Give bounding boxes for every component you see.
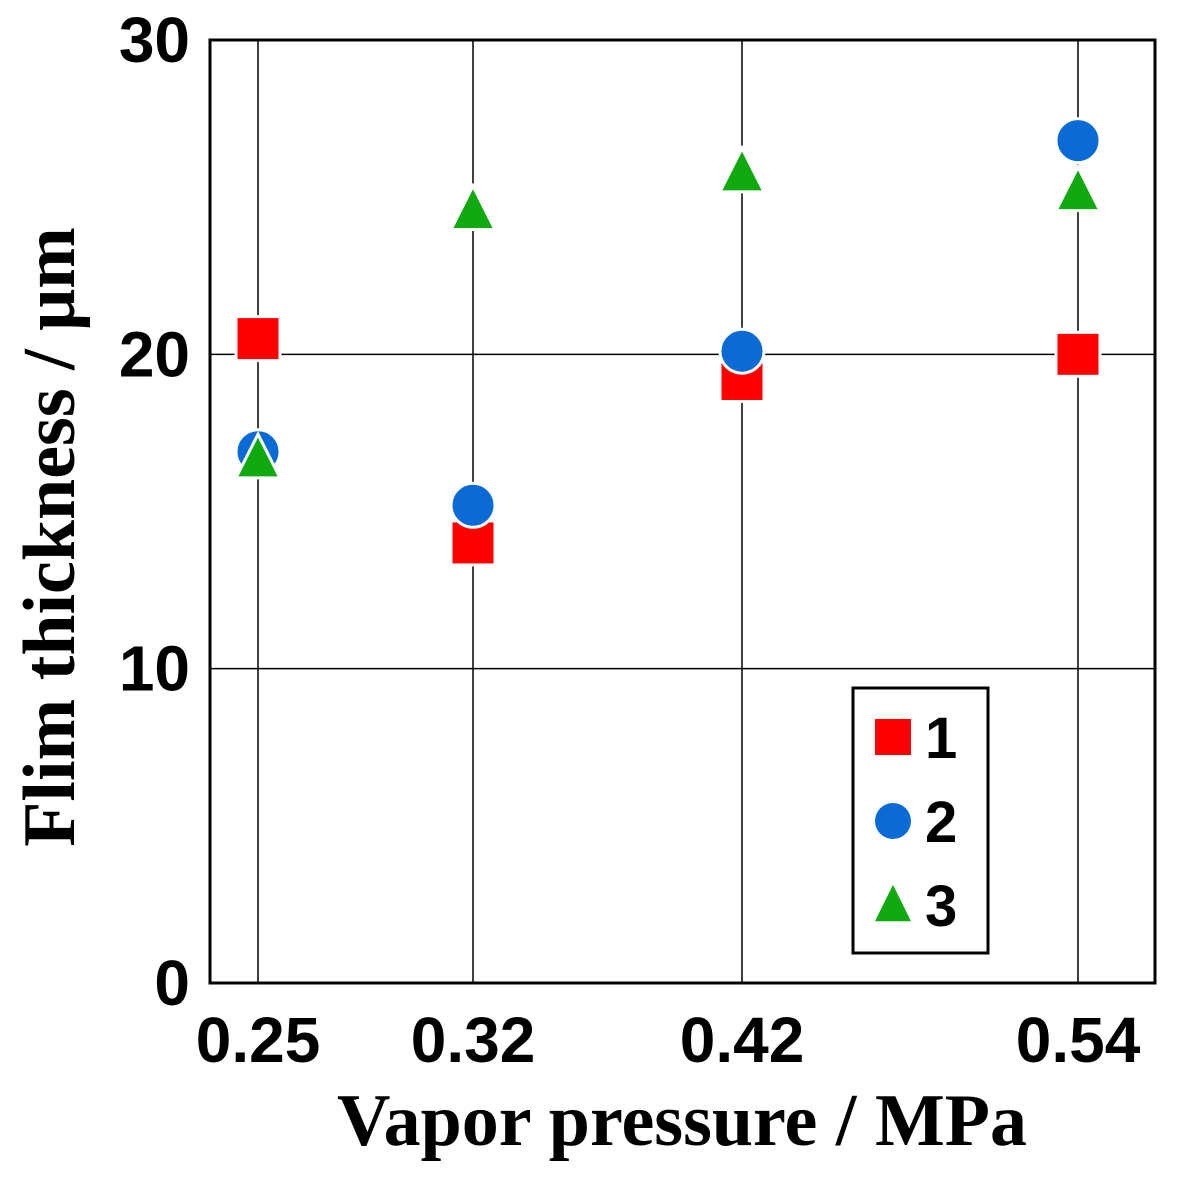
grid-lines — [210, 39, 1155, 984]
legend: 1 2 3 — [851, 686, 990, 955]
plot-frame — [208, 38, 1157, 985]
data-point-series-3 — [233, 430, 283, 480]
data-points — [233, 117, 1103, 567]
legend-label-1: 1 — [925, 706, 957, 771]
legend-box — [851, 686, 990, 955]
data-point-series-3 — [717, 144, 767, 194]
y-tick-label: 10 — [119, 633, 190, 705]
data-point-series-1 — [234, 315, 282, 363]
x-tick-label: 0.42 — [680, 1004, 805, 1076]
data-point-series-2 — [1054, 117, 1102, 165]
legend-marker-3 — [875, 884, 911, 922]
data-point-series-3 — [1053, 163, 1103, 213]
data-point-series-2 — [718, 327, 766, 375]
legend-label-2: 2 — [925, 790, 957, 855]
legend-label-3: 3 — [925, 874, 957, 939]
y-tick-label: 0 — [154, 947, 190, 1019]
legend-items: 1 2 3 — [875, 706, 957, 939]
x-tick-label: 0.54 — [1016, 1004, 1141, 1076]
x-axis-title: Vapor pressure / MPa — [337, 1080, 1027, 1162]
x-tick-label: 0.32 — [411, 1004, 536, 1076]
x-tick-labels: 0.25 0.32 0.42 0.54 — [196, 1004, 1141, 1076]
legend-marker-1 — [875, 719, 911, 755]
y-tick-label: 30 — [119, 4, 190, 76]
y-axis-title: Flim thickness / μm — [9, 227, 91, 847]
data-point-series-1 — [1054, 330, 1102, 378]
x-tick-label: 0.25 — [196, 1004, 321, 1076]
data-point-series-2 — [449, 481, 497, 529]
legend-marker-2 — [875, 803, 911, 839]
data-point-series-3 — [448, 182, 498, 232]
y-tick-label: 20 — [119, 318, 190, 390]
y-tick-labels: 0 10 20 30 — [119, 4, 190, 1019]
